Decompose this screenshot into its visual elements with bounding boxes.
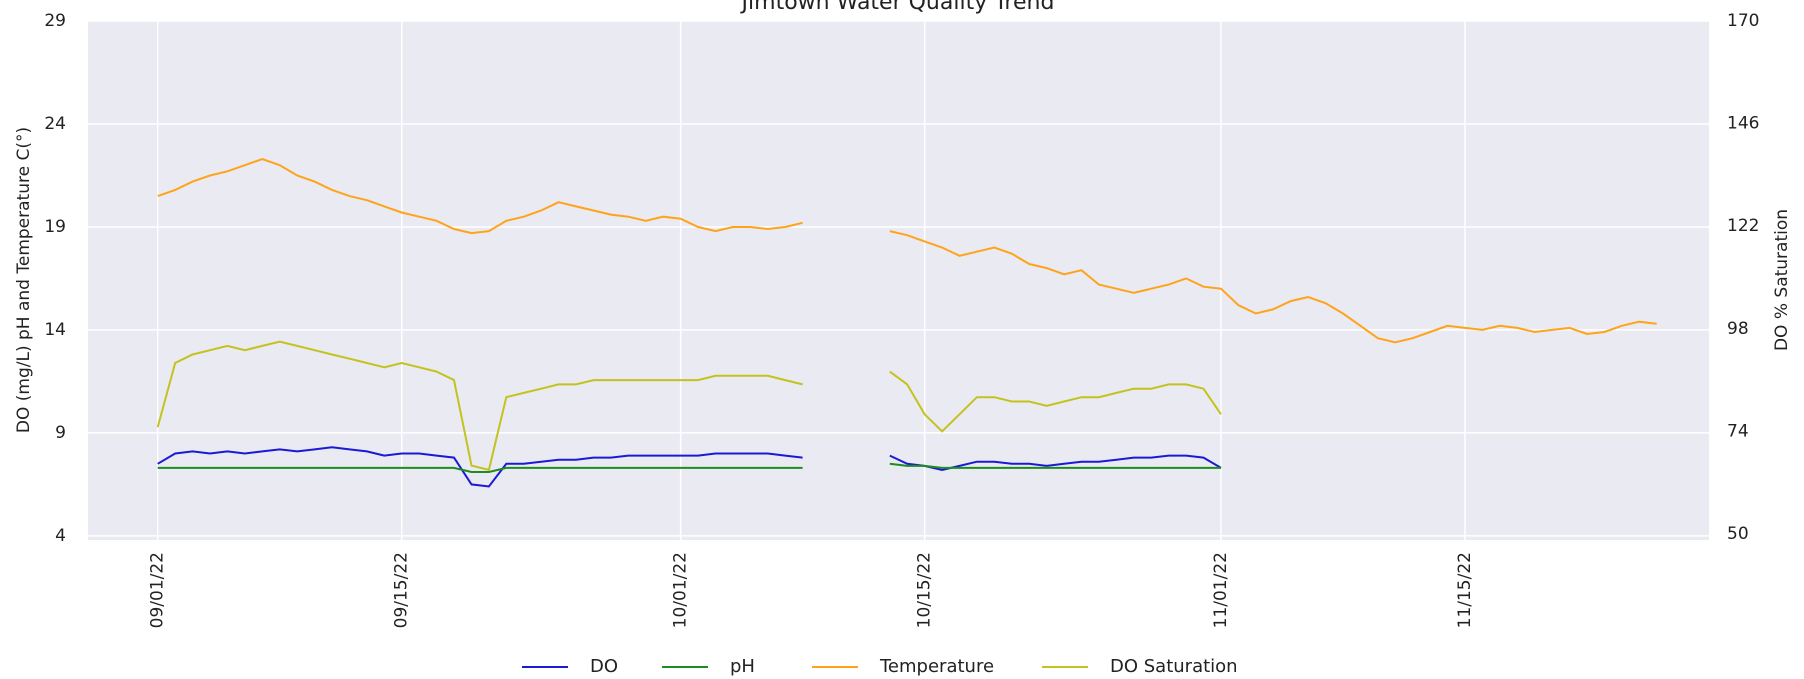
lines: [156, 157, 1657, 488]
y2-tick-label: 98: [1727, 319, 1749, 339]
y2-axis-label: DO % Saturation: [1772, 209, 1792, 351]
legend-label: DO: [590, 656, 618, 677]
series-line: [157, 462, 1221, 473]
y-tick-label: 9: [55, 423, 66, 443]
chart-title: Jimtown Water Quality Trend: [740, 0, 1055, 15]
plot-area: [88, 21, 1709, 540]
series-line: [157, 446, 1222, 488]
series-line: [157, 157, 1657, 344]
y-tick-label: 14: [44, 320, 66, 340]
x-tick-label: 09/01/22: [148, 552, 168, 628]
y2-tick-label: 74: [1727, 421, 1749, 441]
x-tick-label: 11/15/22: [1455, 552, 1475, 628]
grid: [88, 20, 1709, 540]
legend-label: Temperature: [879, 656, 994, 677]
legend-label: DO Saturation: [1110, 656, 1238, 677]
y-tick-label: 19: [44, 217, 66, 237]
y-tick-label: 29: [44, 11, 66, 31]
y-tick-label: 4: [55, 526, 66, 546]
series-line: [156, 340, 1222, 472]
y2-tick-label: 146: [1727, 114, 1759, 134]
y-tick-label: 24: [44, 114, 66, 134]
x-tick-label: 09/15/22: [392, 552, 412, 628]
y2-tick-label: 170: [1727, 11, 1759, 31]
x-tick-label: 11/01/22: [1211, 552, 1231, 628]
legend: DO pH Temperature DO Saturation: [522, 656, 1238, 677]
y-axis-label: DO (mg/L) pH and Temperature C(°): [14, 127, 34, 433]
x-tick-label: 10/15/22: [915, 552, 935, 628]
y2-tick-label: 122: [1727, 216, 1759, 236]
y2-tick-label: 50: [1727, 524, 1749, 544]
legend-label: pH: [730, 656, 755, 677]
x-tick-label: 10/01/22: [671, 552, 691, 628]
